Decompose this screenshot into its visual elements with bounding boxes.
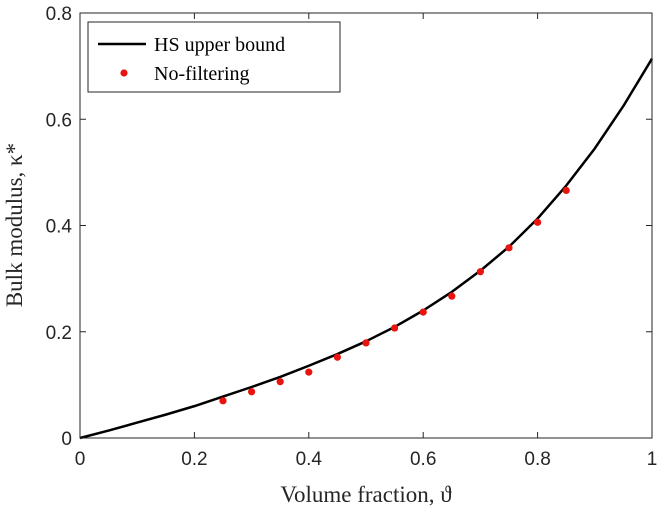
no-filtering-point	[219, 397, 227, 405]
no-filtering-point	[534, 218, 542, 226]
y-tick-label: 0	[61, 429, 72, 450]
no-filtering-point	[305, 368, 313, 376]
no-filtering-point	[333, 353, 341, 361]
x-tick-label: 0.6	[410, 449, 436, 470]
no-filtering-point	[505, 244, 513, 252]
x-tick-label: 0	[75, 449, 86, 470]
plot-frame	[79, 12, 653, 439]
y-axis-label: Bulk modulus, κ*	[2, 143, 27, 307]
no-filtering-point	[276, 378, 284, 386]
x-axis-label: Volume fraction, ϑ	[280, 482, 452, 507]
no-filtering-point	[391, 324, 399, 332]
no-filtering-point	[419, 308, 427, 316]
legend-marker-swatch	[120, 69, 128, 77]
x-tick-label: 0.4	[296, 449, 323, 470]
x-tick-label: 0.8	[524, 449, 550, 470]
x-axis-ticks: 0 0.2 0.4 0.6 0.8 1	[75, 13, 658, 470]
legend: HS upper bound No-filtering	[87, 21, 341, 93]
y-tick-label: 0.4	[46, 217, 73, 238]
legend-label-hs-upper-bound: HS upper bound	[154, 34, 285, 56]
x-tick-label: 0.2	[181, 449, 207, 470]
y-tick-label: 0.6	[46, 110, 72, 131]
y-tick-label: 0.2	[46, 323, 72, 344]
legend-label-no-filtering: No-filtering	[154, 63, 250, 85]
x-tick-label: 1	[647, 449, 658, 470]
no-filtering-point	[448, 292, 456, 300]
series-layer	[79, 58, 654, 440]
no-filtering-point	[248, 388, 256, 396]
no-filtering-point	[562, 186, 570, 195]
legend-box	[87, 21, 341, 93]
no-filtering-point	[476, 268, 484, 276]
no-filtering-point	[362, 339, 370, 347]
y-tick-label: 0.8	[46, 4, 72, 25]
